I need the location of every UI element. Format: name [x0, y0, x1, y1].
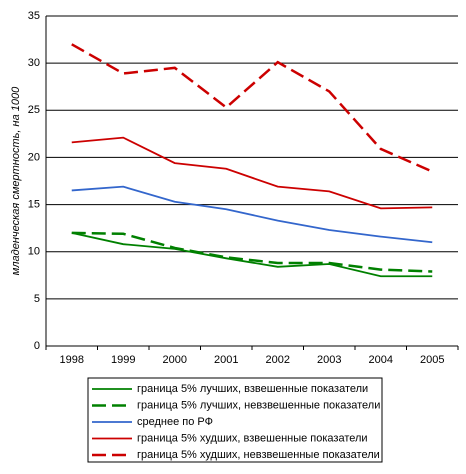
x-tick-label: 2002: [266, 354, 290, 366]
x-tick-label: 2001: [214, 354, 238, 366]
y-tick-label: 25: [28, 104, 40, 116]
y-axis-label: младенческая смертность, на 1000: [10, 86, 22, 275]
series-line: [71, 185, 433, 244]
x-tick-label: 2000: [163, 354, 187, 366]
y-tick-label: 10: [28, 246, 40, 258]
y-tick-label: 5: [34, 293, 40, 305]
y-tick-label: 30: [28, 57, 40, 69]
series-line: [71, 43, 433, 173]
x-tick-label: 2005: [420, 354, 444, 366]
legend-box: [87, 377, 383, 463]
legend-label: среднее по РФ: [137, 416, 213, 428]
y-tick-label: 35: [28, 10, 40, 22]
series-line: [71, 231, 433, 273]
series-line: [71, 231, 433, 278]
legend-label: граница 5% лучших, взвешенные показатели: [137, 383, 368, 395]
x-tick-label: 1999: [111, 354, 135, 366]
y-tick-label: 0: [34, 340, 40, 352]
series-line: [71, 136, 433, 210]
x-tick-label: 2004: [369, 354, 393, 366]
x-tick-label: 2003: [317, 354, 341, 366]
legend-label: граница 5% лучших, невзвешенные показате…: [137, 399, 380, 411]
x-tick-label: 1998: [60, 354, 84, 366]
y-tick-label: 15: [28, 198, 40, 210]
legend-label: граница 5% худших, взвешенные показатели: [137, 432, 368, 444]
y-tick-label: 20: [28, 151, 40, 163]
legend-label: граница 5% худших, невзвешенные показате…: [137, 449, 380, 461]
